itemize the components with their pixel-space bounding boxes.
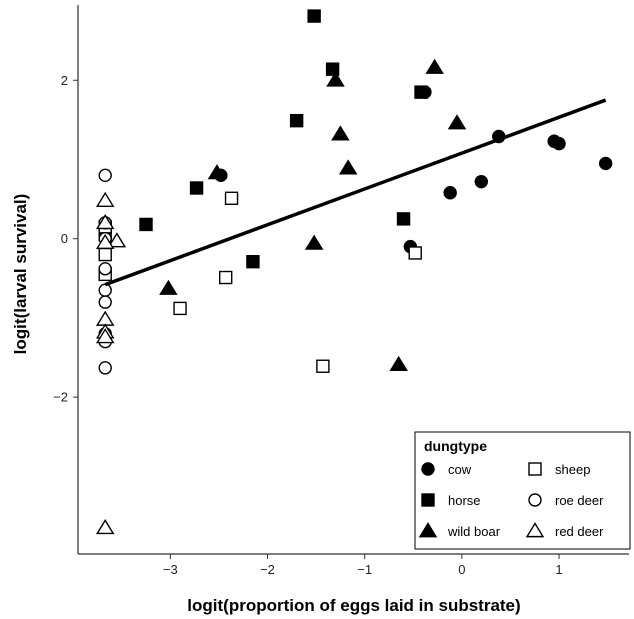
legend-marker-red-deer [525, 522, 545, 538]
y-tick-label: −2 [53, 390, 68, 405]
point-horse [325, 62, 340, 76]
x-tick-label: −1 [357, 562, 372, 577]
point-wild-boar [447, 114, 467, 130]
legend-title: dungtype [424, 438, 487, 454]
y-tick-label: 2 [61, 73, 68, 88]
point-sheep [316, 359, 330, 373]
point-red-deer [95, 233, 115, 249]
point-red-deer [95, 191, 115, 208]
legend-marker-sheep [528, 462, 542, 476]
legend-marker-cow [421, 462, 435, 476]
point-horse [139, 217, 153, 232]
legend-marker-horse [421, 493, 435, 507]
point-sheep [173, 301, 187, 316]
point-wild-boar [207, 164, 227, 180]
point-horse [246, 254, 260, 269]
point-cow [552, 136, 566, 151]
legend-marker-roe-deer [528, 493, 542, 507]
legend: dungtype cow horse wild boar sheep roe deer re… [414, 431, 631, 550]
x-tick-label: −3 [163, 562, 178, 577]
point-wild-boar [326, 71, 345, 87]
point-red-deer [95, 310, 115, 326]
legend-label-sheep: sheep [555, 462, 590, 477]
point-cow [474, 174, 488, 189]
point-cow [598, 156, 613, 171]
x-tick-label: −2 [260, 562, 275, 577]
point-horse [396, 212, 411, 226]
x-tick-label: 0 [458, 562, 465, 577]
point-horse [289, 113, 304, 128]
point-roe-deer [98, 295, 112, 309]
point-horse [189, 181, 204, 195]
point-cow [443, 186, 457, 200]
point-wild-boar [389, 355, 408, 371]
point-sheep [219, 270, 233, 285]
point-sheep [408, 246, 422, 260]
point-wild-boar [338, 159, 358, 175]
legend-label-cow: cow [448, 462, 472, 477]
point-wild-boar [304, 234, 324, 250]
point-roe-deer [98, 262, 112, 276]
x-tick-label: 1 [555, 562, 562, 577]
point-red-deer [95, 214, 115, 230]
point-roe-deer [98, 283, 112, 297]
point-red-deer [95, 328, 115, 344]
y-axis-title: logit(larval survival) [11, 194, 30, 355]
point-red-deer [107, 232, 127, 248]
point-roe-deer [98, 168, 112, 183]
point-roe-deer [98, 361, 112, 375]
legend-box [414, 431, 631, 550]
legend-label-red-deer: red deer [555, 524, 604, 539]
y-axis-ticks: −2 0 2 [53, 73, 78, 405]
point-wild-boar [331, 125, 350, 141]
x-axis-ticks: −3 −2 −1 0 1 [163, 554, 563, 577]
point-horse [414, 85, 428, 99]
point-sheep [224, 191, 239, 205]
point-wild-boar [159, 279, 178, 295]
point-red-deer [95, 519, 115, 535]
regression-line [104, 98, 607, 287]
point-sheep [98, 247, 112, 262]
y-tick-label: 0 [61, 231, 68, 246]
regression-line-group [104, 98, 607, 287]
legend-marker-wild-boar [418, 522, 438, 538]
x-axis-title: logit(proportion of eggs laid in substra… [187, 596, 520, 615]
data-points [95, 9, 613, 535]
legend-label-roe-deer: roe deer [555, 493, 604, 508]
legend-label-horse: horse [448, 493, 481, 508]
legend-label-wild-boar: wild boar [447, 524, 501, 539]
point-horse [307, 9, 321, 23]
point-wild-boar [425, 58, 444, 74]
